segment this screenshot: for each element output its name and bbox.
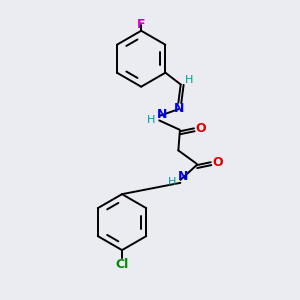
Text: H: H	[185, 75, 193, 85]
Text: O: O	[212, 156, 223, 169]
Text: N: N	[174, 102, 185, 115]
Text: N: N	[178, 170, 188, 183]
Text: F: F	[137, 18, 146, 31]
Text: N: N	[156, 108, 167, 121]
Text: Cl: Cl	[116, 258, 129, 271]
Text: H: H	[147, 116, 155, 125]
Text: H: H	[167, 177, 176, 187]
Text: O: O	[195, 122, 206, 135]
